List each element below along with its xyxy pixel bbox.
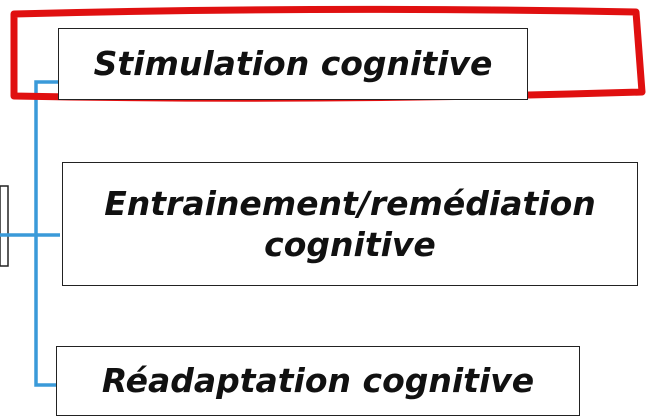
node: Réadaptation cognitive	[56, 346, 580, 416]
tree-lines	[0, 80, 62, 387]
node: Stimulation cognitive	[58, 28, 528, 100]
source-box	[0, 185, 9, 267]
node: Entrainement/remédiation cognitive	[62, 162, 638, 286]
